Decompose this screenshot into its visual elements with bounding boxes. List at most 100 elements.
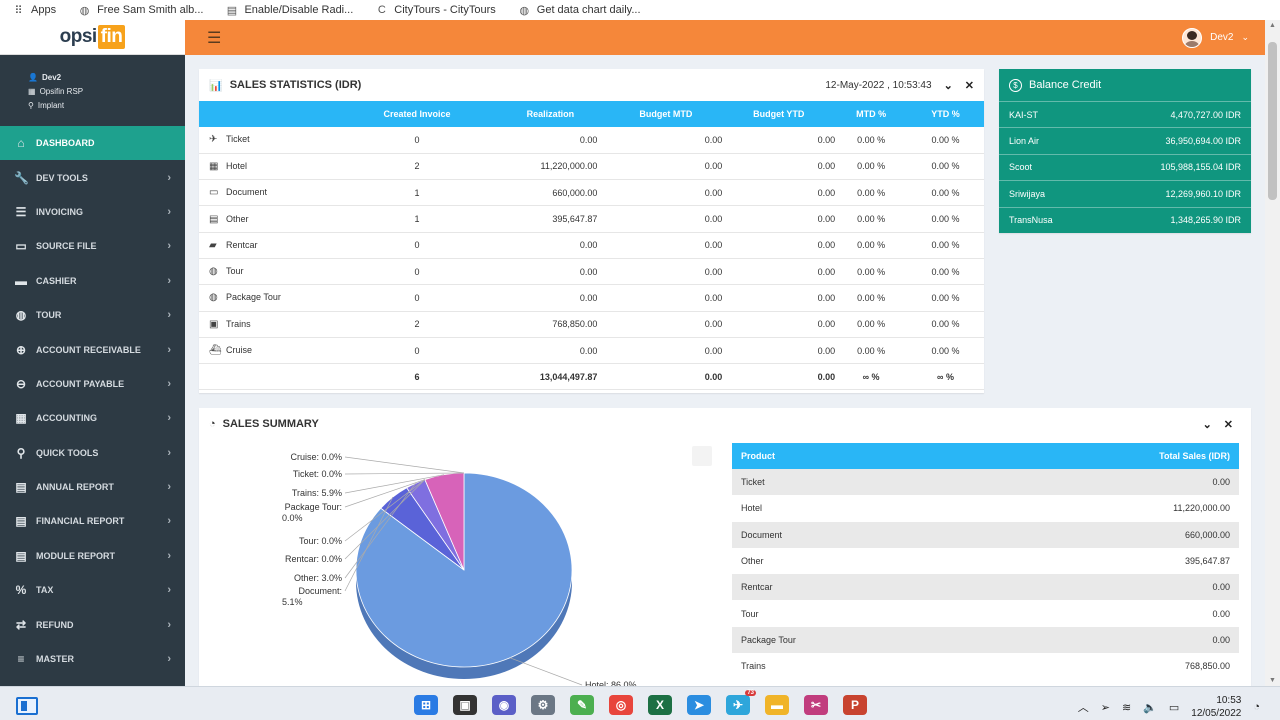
- file-icon: ▤: [15, 514, 27, 529]
- profile-location: Implant: [37, 101, 65, 110]
- user-name: Dev2: [1210, 32, 1234, 43]
- hamburger-menu-icon[interactable]: ☰: [207, 29, 222, 47]
- excel-icon[interactable]: X: [648, 695, 672, 715]
- battery-icon[interactable]: ▭: [1168, 701, 1180, 714]
- globe-icon: ◍: [79, 4, 90, 17]
- chevron-right-icon: ›: [167, 309, 171, 322]
- sidebar-item-account-payable[interactable]: ⊖ ACCOUNT PAYABLE ›: [0, 367, 185, 401]
- close-button[interactable]: ✕: [964, 79, 974, 92]
- notification-icon[interactable]: ◔: [1253, 701, 1260, 713]
- widgets-icon[interactable]: [16, 697, 38, 715]
- sidebar-item-annual-report[interactable]: ▤ ANNUAL REPORT ›: [0, 470, 185, 504]
- user-menu[interactable]: Dev2 ⌄: [1182, 27, 1249, 48]
- clock[interactable]: 10:53 12/05/2022: [1191, 694, 1241, 720]
- sidebar-item-source-file[interactable]: ▭ SOURCE FILE ›: [0, 229, 185, 263]
- table-row: ▰ Rentcar 0 0.00 0.00 0.00 0.00 % 0.00 %: [199, 232, 984, 259]
- bookmark-label: Enable/Disable Radi...: [244, 4, 354, 16]
- cell-realization: 0.00: [491, 258, 610, 286]
- folder-icon: ▭: [15, 239, 27, 254]
- location-arrow-icon[interactable]: ➢: [1100, 701, 1110, 714]
- sidebar-item-quick-tools[interactable]: ⚲ QUICK TOOLS ›: [0, 436, 185, 470]
- row-name: Other: [226, 213, 249, 224]
- telegram-icon[interactable]: ✈ 73: [726, 690, 756, 715]
- sidebar-item-label: MASTER: [36, 654, 74, 665]
- balance-value: 12,269,960.10 IDR: [1165, 188, 1241, 199]
- volume-icon[interactable]: 🔈: [1143, 701, 1157, 714]
- pie-label: Ticket: 0.0%: [293, 469, 342, 479]
- sidebar-item-tax[interactable]: % TAX ›: [0, 573, 185, 607]
- total-mtd: 0.00: [609, 363, 723, 391]
- bookmark-item[interactable]: ⠿ Apps: [12, 4, 56, 17]
- powerpoint-icon[interactable]: P: [843, 695, 867, 715]
- scrollbar-thumb[interactable]: [1268, 42, 1277, 200]
- minus-circle-icon: ⊖: [15, 376, 27, 391]
- plane-icon: ✈: [209, 134, 218, 146]
- sidebar-item-label: ACCOUNTING: [36, 413, 97, 424]
- paper-plane-icon[interactable]: ➤: [687, 695, 711, 715]
- document-icon: ▤: [226, 4, 238, 17]
- pie-label: Cruise: 0.0%: [290, 452, 342, 462]
- chevron-right-icon: ›: [167, 377, 171, 390]
- paint-icon[interactable]: ✎: [570, 695, 594, 715]
- sidebar-item-cashier[interactable]: ▬ CASHIER ›: [0, 264, 185, 298]
- bookmark-label: Get data chart daily...: [536, 4, 641, 16]
- cell-mtd_pct: 0.00 %: [835, 205, 908, 233]
- sidebar-item-master[interactable]: ≡ MASTER ›: [0, 642, 185, 676]
- cell-ytd_pct: 0.00 %: [907, 179, 984, 207]
- sidebar-item-invoicing[interactable]: ☰ INVOICING ›: [0, 195, 185, 229]
- cell-mtd: 0.00: [609, 179, 723, 207]
- scroll-up-icon[interactable]: ▲: [1269, 22, 1276, 29]
- sidebar-item-dev-tools[interactable]: 🔧 DEV TOOLS ›: [0, 160, 185, 194]
- sidebar-item-label: ACCOUNT PAYABLE: [36, 378, 125, 389]
- collapse-button[interactable]: ⌄: [943, 79, 953, 92]
- settings-gear-icon[interactable]: ⚙: [531, 695, 555, 715]
- page-scrollbar[interactable]: ▲ ▼: [1265, 20, 1280, 686]
- product-total: 660,000.00: [1184, 529, 1230, 540]
- bookmark-item[interactable]: ◍ Free Sam Smith alb...: [78, 4, 204, 17]
- row-label: ▭ Document: [199, 179, 343, 207]
- pie-label: Document:: [298, 586, 342, 596]
- snipping-tool-icon[interactable]: ✂: [804, 695, 828, 715]
- windows-taskbar: ⊞ ▣ ◉ ⚙ ✎ ◎ X ➤ ✈ 73 ▬ ✂ P ︿ ➢ ≋ 🔈 ▭ 10:5…: [0, 686, 1280, 720]
- sidebar-item-module-report[interactable]: ▤ MODULE REPORT ›: [0, 539, 185, 573]
- collapse-button[interactable]: ⌄: [1202, 418, 1212, 431]
- sidebar-item-account-receivable[interactable]: ⊕ ACCOUNT RECEIVABLE ›: [0, 332, 185, 366]
- sidebar-item-tour[interactable]: ◍ TOUR ›: [0, 298, 185, 332]
- bookmark-item[interactable]: ▤ Enable/Disable Radi...: [225, 4, 354, 17]
- globe-icon: ◍: [209, 292, 218, 304]
- cell-invoice: 0: [342, 337, 492, 365]
- product-total: 11,220,000.00: [1173, 503, 1230, 514]
- balance-row: Scoot 105,988,155.04 IDR: [999, 153, 1251, 180]
- wifi-icon[interactable]: ≋: [1121, 701, 1132, 714]
- chrome-icon[interactable]: ◎: [609, 695, 633, 715]
- chevron-right-icon: ›: [167, 446, 171, 459]
- cell-mtd_pct: 0.00 %: [835, 258, 908, 286]
- database-icon: ≡: [17, 652, 25, 667]
- location-icon: ⚲: [28, 101, 34, 110]
- close-button[interactable]: ✕: [1223, 418, 1233, 431]
- chart-menu-button[interactable]: [692, 446, 712, 466]
- task-view-icon[interactable]: ▣: [453, 695, 477, 715]
- logo[interactable]: opsi fin: [0, 20, 185, 55]
- bookmark-item[interactable]: C CityTours - CityTours: [375, 4, 496, 17]
- start-icon[interactable]: ⊞: [414, 695, 438, 715]
- ship-icon: ⛴: [209, 345, 222, 357]
- chevron-up-icon[interactable]: ︿: [1077, 702, 1089, 714]
- sidebar-item-refund[interactable]: ⇄ REFUND ›: [0, 607, 185, 641]
- scroll-down-icon[interactable]: ▼: [1269, 677, 1276, 684]
- file-explorer-icon[interactable]: ▬: [765, 695, 789, 715]
- cell-mtd_pct: 0.00 %: [835, 179, 908, 207]
- car-icon: ▰: [209, 239, 217, 251]
- cell-realization: 0.00: [491, 284, 610, 312]
- bookmark-item[interactable]: ◍ Get data chart daily...: [518, 4, 641, 17]
- file-icon: ▤: [15, 548, 27, 563]
- sidebar-item-financial-report[interactable]: ▤ FINANCIAL REPORT ›: [0, 504, 185, 538]
- chevron-right-icon: ›: [167, 343, 171, 356]
- sidebar-item-dashboard[interactable]: ⌂ DASHBOARD: [0, 126, 185, 161]
- cell-ytd: 0.00: [722, 311, 836, 338]
- balance-name: KAI-ST: [1009, 109, 1039, 120]
- teams-chat-icon[interactable]: ◉: [492, 695, 516, 715]
- pie-leader-line: [344, 474, 445, 494]
- sidebar-item-accounting[interactable]: ▦ ACCOUNTING ›: [0, 401, 185, 435]
- sales-statistics-header: 📊 SALES STATISTICS (IDR) 12-May-2022 , 1…: [199, 69, 984, 101]
